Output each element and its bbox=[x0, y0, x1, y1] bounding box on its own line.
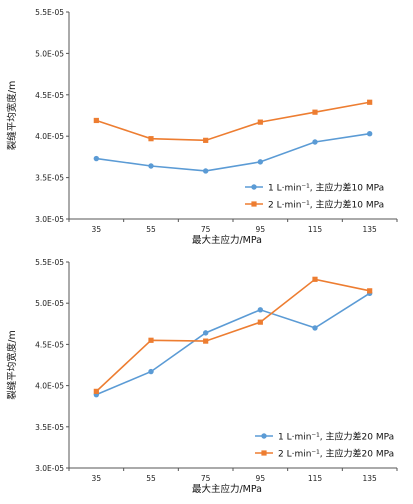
data-point bbox=[93, 117, 99, 124]
x-tick-label: 55 bbox=[146, 474, 156, 483]
y-tick-label: 3.5E-05 bbox=[35, 423, 64, 432]
data-point bbox=[257, 119, 263, 125]
y-tick-label: 4.5E-05 bbox=[35, 91, 64, 100]
x-tick-label: 75 bbox=[201, 474, 211, 483]
legend: 1 L·min⁻¹, 主应力差20 MPa 2 L·min⁻¹, 主应力差20 M… bbox=[255, 430, 394, 459]
y-tick-label: 3.0E-05 bbox=[35, 464, 64, 473]
legend-label: 1 L·min⁻¹, 主应力差20 MPa bbox=[278, 430, 394, 442]
y-tick-label: 3.5E-05 bbox=[35, 174, 64, 183]
x-tick-label: 75 bbox=[201, 225, 211, 234]
series-line bbox=[95, 278, 370, 392]
data-point bbox=[312, 139, 318, 145]
series-line bbox=[96, 292, 371, 396]
y-tick-label: 4.5E-05 bbox=[35, 340, 64, 349]
y-tick-label: 5.0E-05 bbox=[35, 49, 64, 58]
series-2 bbox=[93, 276, 373, 394]
data-point bbox=[148, 163, 154, 169]
x-tick-label: 95 bbox=[256, 225, 266, 234]
x-tick-label: 135 bbox=[363, 225, 378, 234]
data-point bbox=[366, 131, 373, 137]
data-point bbox=[367, 99, 373, 105]
x-tick-label: 95 bbox=[256, 474, 266, 483]
legend-marker bbox=[261, 433, 267, 439]
x-tick-label: 135 bbox=[363, 474, 378, 483]
data-point bbox=[257, 319, 263, 325]
data-point bbox=[148, 337, 154, 343]
legend-label: 1 L·min⁻¹, 主应力差10 MPa bbox=[268, 181, 384, 193]
data-point bbox=[202, 168, 209, 174]
data-point bbox=[312, 109, 318, 115]
data-point bbox=[203, 137, 209, 143]
y-tick-label: 5.5E-05 bbox=[35, 8, 64, 17]
data-point bbox=[312, 325, 318, 331]
data-point bbox=[203, 338, 209, 344]
x-tick-label: 55 bbox=[146, 225, 156, 234]
x-axis-title: 最大主应力/MPa bbox=[192, 234, 262, 246]
series-1 bbox=[93, 131, 373, 174]
series-line bbox=[96, 101, 370, 142]
series-line bbox=[96, 132, 370, 172]
y-tick-label: 4.0E-05 bbox=[35, 132, 64, 141]
chart-2: 3.0E-05 3.5E-05 4.0E-05 4.5E-05 5.0E-05 5.5E-… bbox=[6, 258, 398, 495]
x-axis-title: 最大主应力/MPa bbox=[192, 483, 262, 495]
data-point bbox=[257, 159, 264, 165]
series-1 bbox=[93, 290, 373, 398]
x-tick-label: 35 bbox=[92, 474, 102, 483]
y-axis-title: 裂缝平均宽度/m bbox=[6, 330, 18, 399]
data-point bbox=[312, 276, 318, 282]
x-tick-label: 115 bbox=[308, 474, 323, 483]
x-tick-label: 115 bbox=[308, 225, 323, 234]
y-tick-label: 4.0E-05 bbox=[35, 382, 64, 391]
data-point bbox=[148, 136, 154, 142]
chart-1: 3.0E-05 3.5E-05 4.0E-05 4.5E-05 5.0E-05 5.5E-… bbox=[6, 8, 398, 246]
data-point bbox=[202, 330, 209, 336]
series-2 bbox=[93, 99, 373, 143]
data-point bbox=[93, 155, 100, 162]
legend-marker bbox=[251, 184, 257, 190]
legend-label: 2 L·min⁻¹, 主应力差10 MPa bbox=[268, 198, 384, 210]
data-point bbox=[148, 368, 154, 375]
y-axis-title: 裂缝平均宽度/m bbox=[6, 81, 18, 150]
legend-marker bbox=[251, 201, 257, 207]
y-tick-label: 3.0E-05 bbox=[35, 215, 64, 224]
x-tick-label: 35 bbox=[92, 225, 102, 234]
legend-marker bbox=[261, 450, 267, 456]
data-point bbox=[257, 307, 264, 313]
legend-label: 2 L·min⁻¹, 主应力差20 MPa bbox=[278, 447, 394, 459]
data-point bbox=[93, 388, 99, 394]
y-tick-label: 5.5E-05 bbox=[35, 258, 64, 267]
y-tick-label: 5.0E-05 bbox=[35, 299, 64, 308]
data-point bbox=[367, 288, 373, 294]
legend: 1 L·min⁻¹, 主应力差10 MPa 2 L·min⁻¹, 主应力差10 M… bbox=[245, 181, 384, 210]
